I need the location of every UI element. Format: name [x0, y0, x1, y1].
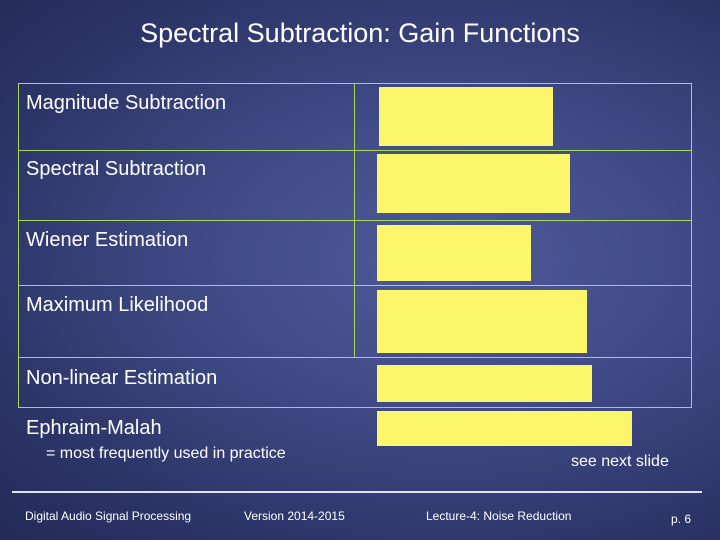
footer-course: Digital Audio Signal Processing: [25, 509, 192, 523]
ephraim-malah-note: = most frequently used in practice: [46, 445, 286, 462]
formula-box-non-linear-estimation: [377, 365, 592, 402]
slide-title: Spectral Subtraction: Gain Functions: [140, 18, 580, 48]
footer-page-number: p. 6: [671, 512, 692, 526]
row-label-maximum-likelihood: Maximum Likelihood: [26, 294, 209, 316]
table-line-right: [691, 83, 692, 407]
table-line-row-2: [18, 220, 692, 221]
table-line-row-1: [18, 150, 692, 151]
table-line-left: [18, 83, 19, 407]
table-line-row-5: [18, 407, 692, 408]
table-line-row-4: [18, 357, 692, 358]
row-label-non-linear-estimation: Non-linear Estimation: [26, 367, 218, 389]
footer-version: Version 2014-2015: [244, 509, 345, 523]
row-label-wiener-estimation: Wiener Estimation: [26, 229, 189, 251]
row-label-ephraim-malah: Ephraim-Malah: [26, 417, 162, 439]
table-line-row-3: [18, 285, 692, 286]
formula-box-wiener-estimation: [377, 225, 531, 281]
table-line-top: [18, 83, 692, 84]
table-line-divider: [354, 83, 355, 357]
row-label-magnitude-subtraction: Magnitude Subtraction: [26, 92, 227, 114]
formula-box-maximum-likelihood: [377, 290, 587, 353]
formula-box-spectral-subtraction: [377, 154, 570, 213]
see-next-slide-note: see next slide: [571, 453, 669, 470]
formula-box-ephraim-malah: [377, 411, 632, 446]
row-label-spectral-subtraction: Spectral Subtraction: [26, 158, 207, 180]
footer-lecture: Lecture-4: Noise Reduction: [426, 509, 572, 523]
gain-function-table: Magnitude Subtraction Spectral Subtracti…: [18, 83, 692, 478]
footer-divider: [12, 491, 702, 493]
formula-box-magnitude-subtraction: [379, 87, 553, 146]
